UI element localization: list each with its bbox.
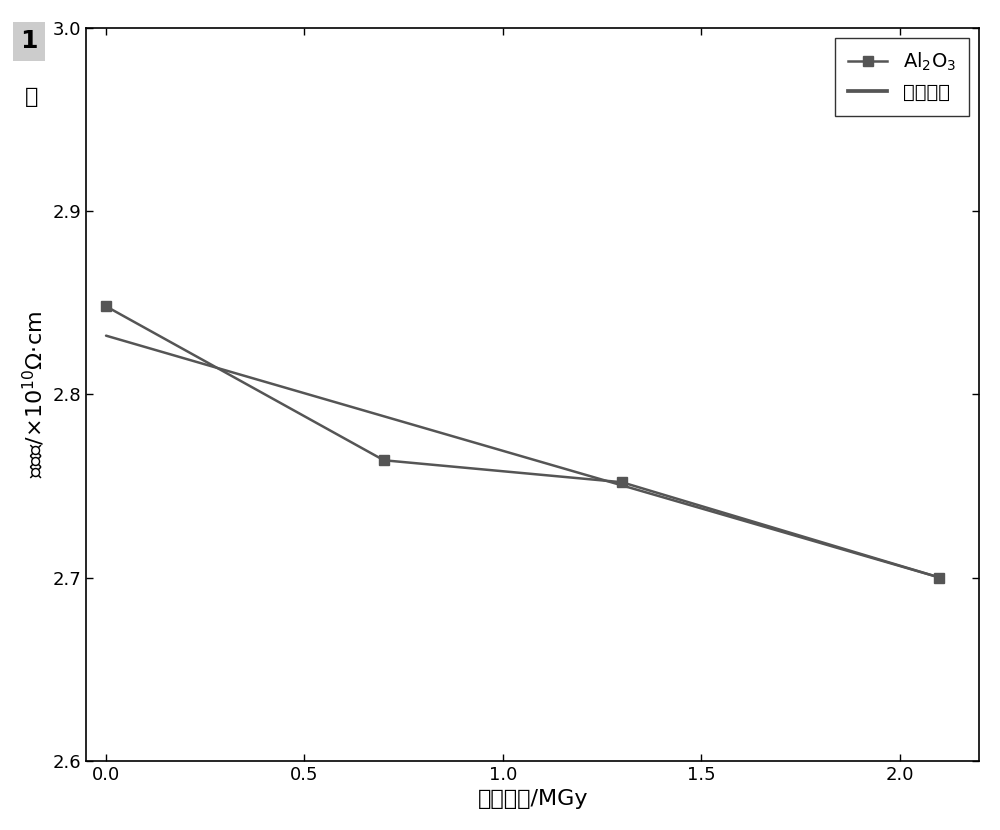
X-axis label: 迍射剂量/MGy: 迍射剂量/MGy xyxy=(477,789,588,809)
Text: 1: 1 xyxy=(20,29,38,53)
Text: 🔒: 🔒 xyxy=(25,87,38,107)
Legend: Al$_2$O$_3$, 线性拟合: Al$_2$O$_3$, 线性拟合 xyxy=(835,37,969,116)
Y-axis label: 电阻率/×10$^{10}$Ω·cm: 电阻率/×10$^{10}$Ω·cm xyxy=(21,310,47,478)
